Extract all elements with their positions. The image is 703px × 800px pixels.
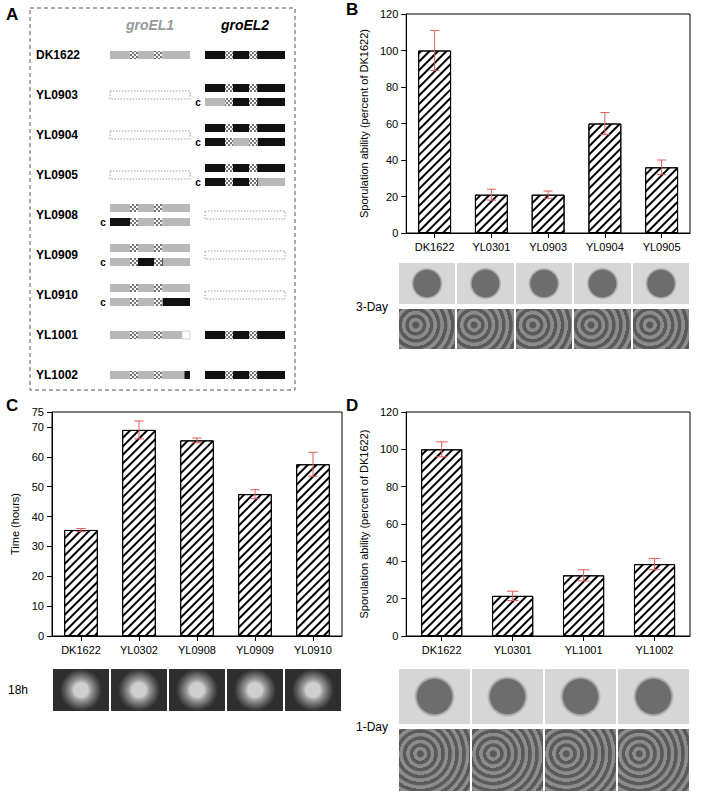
svg-text:YL0904: YL0904 <box>36 128 78 142</box>
svg-text:120: 120 <box>380 8 398 20</box>
svg-text:YL0908: YL0908 <box>36 208 78 222</box>
svg-text:0: 0 <box>392 227 398 239</box>
svg-text:DK1622: DK1622 <box>415 241 455 253</box>
svg-text:100: 100 <box>380 45 398 57</box>
html-text:C: C <box>6 396 19 415</box>
svg-text:YL0909: YL0909 <box>236 644 274 656</box>
svg-text:YL0910: YL0910 <box>36 288 78 302</box>
svg-text:YL0908: YL0908 <box>178 644 216 656</box>
svg-text:YL1002: YL1002 <box>636 644 674 656</box>
svg-text:80: 80 <box>386 81 398 93</box>
svg-text:50: 50 <box>32 481 44 493</box>
svg-text:groEL1: groEL1 <box>125 17 174 33</box>
svg-text:groEL2: groEL2 <box>220 17 269 33</box>
svg-text:Time (hours): Time (hours) <box>9 493 21 555</box>
svg-text:20: 20 <box>32 570 44 582</box>
svg-text:c: c <box>100 217 106 228</box>
svg-text:YL0301: YL0301 <box>472 241 510 253</box>
svg-text:20: 20 <box>386 191 398 203</box>
svg-text:0: 0 <box>38 630 44 642</box>
svg-text:60: 60 <box>386 118 398 130</box>
svg-text:c: c <box>195 137 201 148</box>
svg-text:c: c <box>195 97 201 108</box>
svg-text:60: 60 <box>386 518 398 530</box>
svg-text:0: 0 <box>392 630 398 642</box>
html-text:1-Day: 1-Day <box>356 720 388 734</box>
svg-text:100: 100 <box>380 443 398 455</box>
svg-text:YL1002: YL1002 <box>36 368 78 382</box>
svg-text:20: 20 <box>386 593 398 605</box>
svg-text:c: c <box>195 177 201 188</box>
svg-text:120: 120 <box>380 406 398 418</box>
html-text:3-Day: 3-Day <box>356 300 388 314</box>
svg-text:75: 75 <box>32 406 44 418</box>
html-text:18h: 18h <box>8 683 28 697</box>
svg-text:YL0904: YL0904 <box>586 241 624 253</box>
svg-text:60: 60 <box>32 451 44 463</box>
svg-text:DK1622: DK1622 <box>422 644 462 656</box>
svg-text:Sporulation ability (percent o: Sporulation ability (percent of DK1622) <box>358 29 370 218</box>
svg-text:YL0905: YL0905 <box>643 241 681 253</box>
svg-text:30: 30 <box>32 540 44 552</box>
svg-text:70: 70 <box>32 421 44 433</box>
svg-text:40: 40 <box>386 154 398 166</box>
svg-text:YL1001: YL1001 <box>36 328 78 342</box>
svg-text:YL0910: YL0910 <box>294 644 332 656</box>
svg-text:YL0903: YL0903 <box>529 241 567 253</box>
svg-text:YL0301: YL0301 <box>494 644 532 656</box>
svg-text:DK1622: DK1622 <box>36 48 80 62</box>
svg-text:YL0903: YL0903 <box>36 88 78 102</box>
svg-text:10: 10 <box>32 600 44 612</box>
svg-text:YL0905: YL0905 <box>36 168 78 182</box>
html-text:D: D <box>346 396 359 415</box>
html-text:B: B <box>346 0 359 19</box>
svg-text:A: A <box>6 5 18 24</box>
svg-text:40: 40 <box>386 555 398 567</box>
svg-text:40: 40 <box>32 511 44 523</box>
svg-text:YL0302: YL0302 <box>120 644 158 656</box>
svg-text:c: c <box>100 297 106 308</box>
svg-text:DK1622: DK1622 <box>61 644 101 656</box>
svg-text:YL1001: YL1001 <box>565 644 603 656</box>
svg-text:YL0909: YL0909 <box>36 248 78 262</box>
svg-text:c: c <box>100 257 106 268</box>
svg-text:80: 80 <box>386 481 398 493</box>
svg-text:Sporulation ability (percent o: Sporulation ability (percent of DK1622) <box>358 430 370 619</box>
